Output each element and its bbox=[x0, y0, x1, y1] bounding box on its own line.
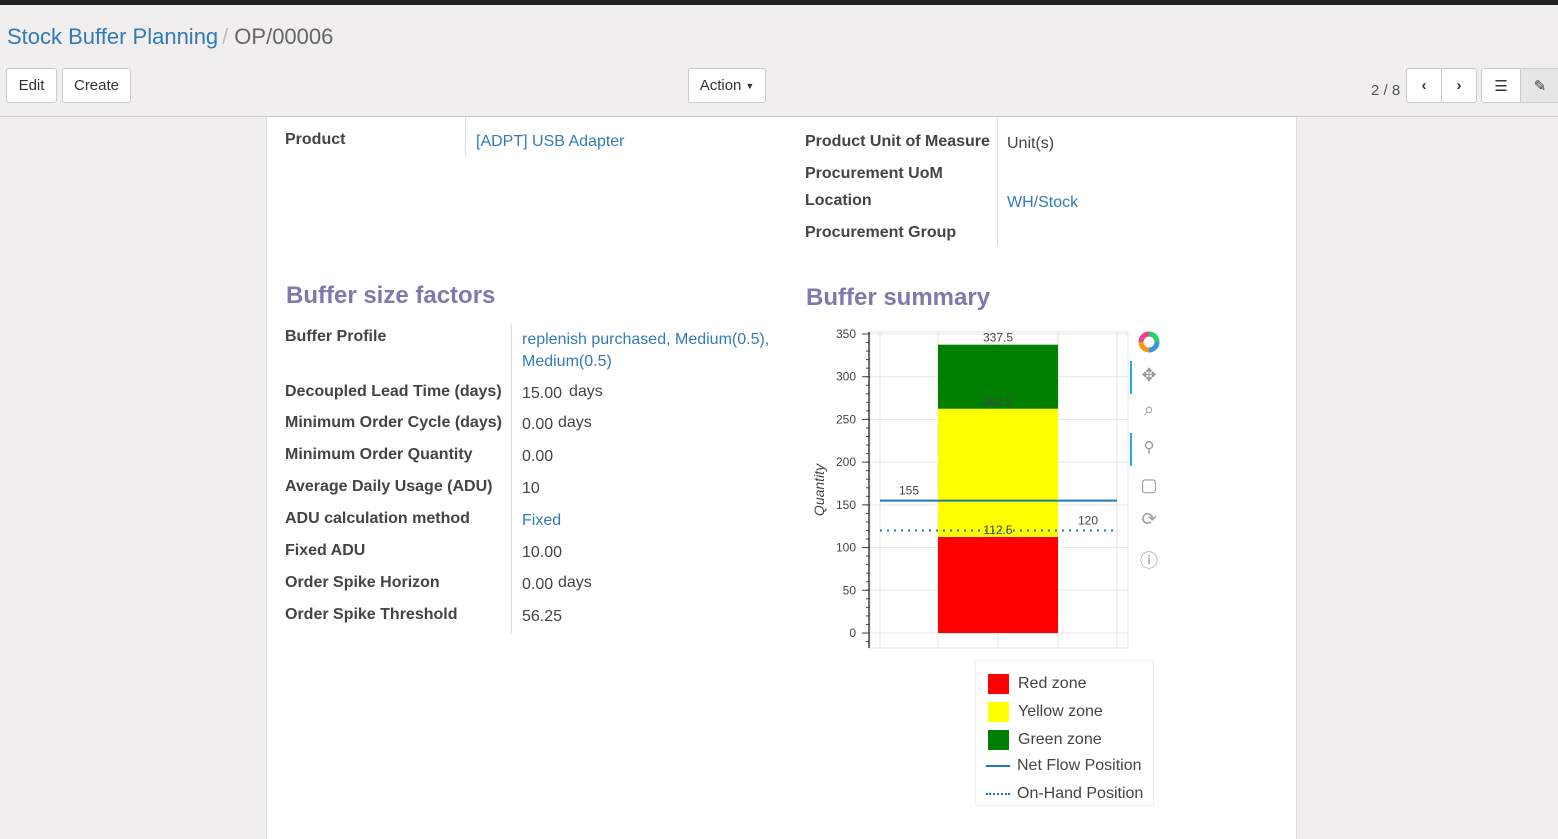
chart-legend: Red zone Yellow zone Green zone Net Flow… bbox=[975, 660, 1154, 806]
location-label: Location bbox=[805, 192, 872, 209]
product-label: Product bbox=[285, 131, 346, 148]
uom-value: Unit(s) bbox=[1007, 135, 1055, 152]
pan-tool-icon[interactable]: ✥ bbox=[1141, 365, 1157, 385]
legend-item-net-flow: Net Flow Position bbox=[986, 757, 1142, 775]
edit-icon: ✎ bbox=[1533, 77, 1547, 95]
buffer-chart: 0 50 100 150 200 250 300 350 Quantity 337.5 262.5 1… bbox=[811, 327, 1129, 649]
active-tool-indicator bbox=[1130, 433, 1132, 466]
factor-value: 15.00 bbox=[522, 385, 563, 402]
divider bbox=[511, 324, 512, 634]
bar-segment-yellow-zone bbox=[938, 408, 1058, 537]
control-panel: Stock Buffer Planning / OP/00006 Edit Crea… bbox=[0, 5, 1558, 117]
data-label: 262.5 bbox=[983, 395, 1013, 409]
y-tick-label: 250 bbox=[836, 412, 856, 426]
y-tick-label: 50 bbox=[843, 583, 857, 597]
buffer-size-factors-title: Buffer size factors bbox=[286, 282, 496, 309]
factor-value: 0.00 bbox=[522, 576, 554, 593]
chevron-left-icon: ‹ bbox=[1421, 77, 1427, 94]
y-tick-label: 150 bbox=[836, 498, 856, 512]
legend-label: Net Flow Position bbox=[1017, 757, 1142, 774]
factor-value[interactable]: replenish purchased, Medium(0.5), bbox=[522, 331, 770, 348]
pager-next-button[interactable]: › bbox=[1441, 68, 1477, 103]
y-axis-label: Quantity bbox=[811, 463, 827, 516]
factor-value[interactable]: Fixed bbox=[522, 512, 562, 529]
factor-label: ADU calculation method bbox=[285, 510, 470, 527]
legend-label: Red zone bbox=[1018, 675, 1087, 692]
action-label: Action bbox=[699, 77, 742, 94]
factor-unit: days bbox=[558, 574, 592, 591]
factor-label: Order Spike Horizon bbox=[285, 574, 440, 591]
pager-value: 2 / 8 bbox=[1371, 82, 1401, 99]
line-label: 155 bbox=[899, 484, 919, 498]
factor-value: 10 bbox=[522, 480, 540, 497]
y-tick-label: 350 bbox=[836, 327, 856, 341]
green-swatch bbox=[988, 730, 1009, 750]
factor-label: Buffer Profile bbox=[285, 328, 387, 345]
box-zoom-tool-icon[interactable]: ⌕ bbox=[1143, 399, 1155, 419]
create-button[interactable]: Create bbox=[62, 68, 131, 103]
factor-label: Order Spike Threshold bbox=[285, 606, 458, 623]
factor-value: 0.00 bbox=[522, 416, 554, 433]
factor-label: Average Daily Usage (ADU) bbox=[285, 478, 493, 495]
legend-item-yellow-zone: Yellow zone bbox=[988, 702, 1103, 722]
factor-label: Minimum Order Quantity bbox=[285, 446, 473, 463]
y-tick-label: 300 bbox=[836, 370, 856, 384]
form-view-button[interactable]: ✎ bbox=[1520, 68, 1558, 103]
help-tool-icon[interactable]: ⓘ bbox=[1140, 551, 1158, 571]
factor-value: 0.00 bbox=[522, 448, 554, 465]
breadcrumb: Stock Buffer Planning / OP/00006 bbox=[7, 24, 334, 49]
legend-label: Green zone bbox=[1018, 731, 1102, 748]
factor-value-cont[interactable]: Medium(0.5) bbox=[522, 353, 612, 370]
action-dropdown[interactable]: Action ▼ bbox=[688, 68, 766, 103]
y-tick-label: 0 bbox=[849, 626, 856, 640]
data-label: 337.5 bbox=[983, 331, 1013, 345]
line-label: 120 bbox=[1078, 513, 1098, 527]
factor-label: Decoupled Lead Time (days) bbox=[285, 383, 502, 400]
factor-unit: days bbox=[569, 383, 603, 400]
bar-segment-green-zone bbox=[938, 344, 1058, 409]
procurement-group-label: Procurement Group bbox=[805, 224, 957, 241]
factor-unit: days bbox=[558, 414, 592, 431]
breadcrumb-parent[interactable]: Stock Buffer Planning bbox=[7, 24, 219, 49]
dotted-line-swatch bbox=[986, 793, 1010, 795]
reset-tool-icon[interactable]: ⟳ bbox=[1141, 509, 1157, 529]
list-view-button[interactable]: ☰ bbox=[1481, 68, 1521, 103]
factor-label: Minimum Order Cycle (days) bbox=[285, 414, 502, 431]
y-tick-label: 200 bbox=[836, 455, 856, 469]
legend-label: Yellow zone bbox=[1018, 703, 1103, 720]
factor-label: Fixed ADU bbox=[285, 542, 366, 559]
factor-value: 56.25 bbox=[522, 608, 563, 625]
procurement-uom-label: Procurement UoM bbox=[805, 165, 943, 182]
bar-segment-red-zone bbox=[938, 536, 1058, 633]
buffer-summary-title: Buffer summary bbox=[806, 284, 991, 311]
legend-item-green-zone: Green zone bbox=[988, 730, 1102, 750]
wheel-zoom-tool-icon[interactable]: ⚲ bbox=[1143, 439, 1155, 456]
legend-item-on-hand: On-Hand Position bbox=[986, 785, 1144, 803]
active-tool-indicator bbox=[1130, 361, 1132, 394]
divider bbox=[465, 117, 466, 157]
uom-label: Product Unit of Measure bbox=[805, 133, 990, 150]
product-link[interactable]: [ADPT] USB Adapter bbox=[476, 133, 625, 150]
chevron-right-icon: › bbox=[1456, 77, 1462, 94]
yellow-swatch bbox=[988, 702, 1009, 722]
red-swatch bbox=[988, 674, 1009, 694]
legend-item-red-zone: Red zone bbox=[988, 674, 1087, 694]
pager-previous-button[interactable]: ‹ bbox=[1406, 68, 1442, 103]
factor-value: 10.00 bbox=[522, 544, 563, 561]
caret-down-icon: ▼ bbox=[745, 80, 755, 91]
divider bbox=[997, 117, 998, 245]
legend-label: On-Hand Position bbox=[1017, 785, 1144, 802]
y-tick-label: 100 bbox=[836, 541, 856, 555]
breadcrumb-current: OP/00006 bbox=[234, 24, 334, 49]
top-bar bbox=[0, 0, 1558, 5]
data-label: 112.5 bbox=[983, 523, 1012, 537]
edit-button[interactable]: Edit bbox=[6, 68, 57, 103]
list-icon: ☰ bbox=[1494, 77, 1508, 95]
location-link[interactable]: WH/Stock bbox=[1007, 194, 1079, 211]
bokeh-logo-icon[interactable] bbox=[1136, 330, 1162, 359]
save-tool-icon[interactable]: ▢ bbox=[1140, 475, 1158, 495]
solid-line-swatch bbox=[986, 765, 1010, 767]
